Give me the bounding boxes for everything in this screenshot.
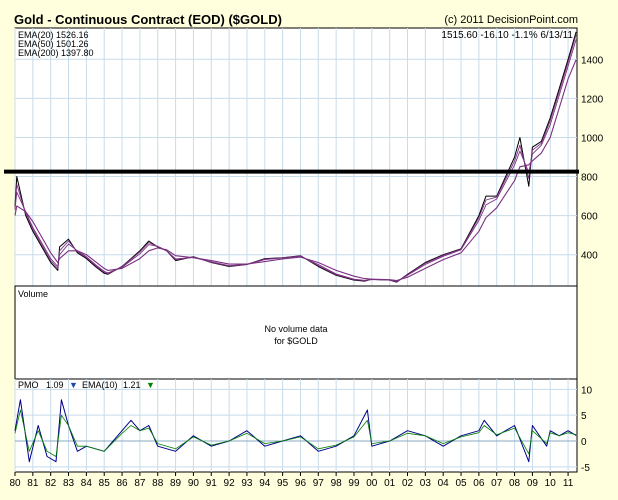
price-y-tick-label: 800: [581, 173, 598, 184]
x-tick-label: 84: [81, 478, 93, 489]
volume-panel: [14, 285, 578, 380]
x-tick-label: 89: [170, 478, 182, 489]
x-tick-label: 94: [259, 478, 271, 489]
price-y-axis: 1400 1200 1000 800 600 400: [581, 55, 604, 261]
x-tick-label: 01: [384, 478, 396, 489]
volume-message-line1: No volume data: [264, 324, 327, 334]
price-y-tick-label: 1200: [581, 94, 604, 105]
volume-label: Volume: [18, 289, 48, 299]
x-tick-label: 04: [438, 478, 450, 489]
x-tick-label: 93: [241, 478, 253, 489]
legend-ema20: EMA(20) 1526.16: [18, 30, 89, 40]
x-tick-label: 98: [331, 478, 343, 489]
x-tick-label: 85: [99, 478, 111, 489]
pmo-ema-value: 1.21: [123, 380, 141, 390]
x-tick-label: 99: [348, 478, 360, 489]
x-tick-label: 00: [366, 478, 378, 489]
x-tick-label: 02: [402, 478, 414, 489]
x-tick-label: 95: [277, 478, 289, 489]
x-tick-label: 92: [224, 478, 236, 489]
copyright-notice: (c) 2011 DecisionPoint.com: [444, 14, 578, 26]
x-tick-label: 03: [420, 478, 432, 489]
price-grid: [14, 28, 577, 286]
x-tick-label: 09: [527, 478, 539, 489]
price-y-tick-label: 400: [581, 251, 598, 262]
price-y-tick-label: 1400: [581, 55, 604, 66]
pmo-series-ema-10-: [14, 409, 577, 457]
price-series-ema-200-: [14, 59, 577, 282]
chart-title: Gold - Continuous Contract (EOD) ($GOLD): [14, 12, 282, 27]
x-tick-label: 86: [116, 478, 128, 489]
pmo-panel: [14, 378, 578, 473]
pmo-y-tick-label: -5: [581, 463, 590, 474]
pmo-value: 1.09: [46, 380, 64, 390]
pmo-y-axis: 10 5 0 -5: [581, 385, 593, 474]
x-tick-label: 88: [152, 478, 164, 489]
x-tick-label: 81: [27, 478, 39, 489]
pmo-y-tick-label: 0: [581, 437, 587, 448]
pmo-y-tick-label: 10: [581, 385, 593, 396]
x-tick-label: 05: [455, 478, 467, 489]
pmo-grid: [14, 379, 577, 472]
x-tick-label: 82: [45, 478, 57, 489]
x-tick-label: 07: [491, 478, 503, 489]
x-tick-label: 96: [295, 478, 307, 489]
pmo-ema-down-arrow-icon: ▼: [146, 380, 155, 390]
pmo-series-group: [14, 399, 577, 463]
pmo-down-arrow-icon: ▼: [69, 380, 78, 390]
price-series-group: [14, 31, 577, 283]
price-y-tick-label: 1000: [581, 133, 604, 144]
x-tick-label: 87: [134, 478, 146, 489]
x-tick-label: 83: [63, 478, 75, 489]
x-axis: 80 81 82 83 84 85 86 87 88 89 90 91 92 93 94 95 96 97 98 99…: [9, 472, 574, 489]
quote-readout: 1515.60 -16.10 -1.1% 6/13/11: [441, 30, 573, 41]
legend-ema200: EMA(200) 1397.80: [18, 48, 94, 58]
x-tick-label: 11: [563, 478, 574, 489]
x-tick-label: 97: [313, 478, 325, 489]
pmo-ema-label: EMA(10): [82, 380, 118, 390]
pmo-y-tick-label: 5: [581, 411, 587, 422]
x-tick-label: 80: [9, 478, 21, 489]
x-tick-label: 10: [545, 478, 557, 489]
price-panel: [14, 27, 578, 287]
volume-message-line2: for $GOLD: [274, 336, 318, 346]
legend-ema50: EMA(50) 1501.26: [18, 39, 89, 49]
x-tick-label: 08: [509, 478, 521, 489]
x-tick-label: 90: [188, 478, 200, 489]
price-y-tick-label: 600: [581, 212, 598, 223]
x-tick-label: 91: [206, 478, 218, 489]
pmo-label: PMO: [18, 380, 39, 390]
x-tick-label: 06: [473, 478, 485, 489]
